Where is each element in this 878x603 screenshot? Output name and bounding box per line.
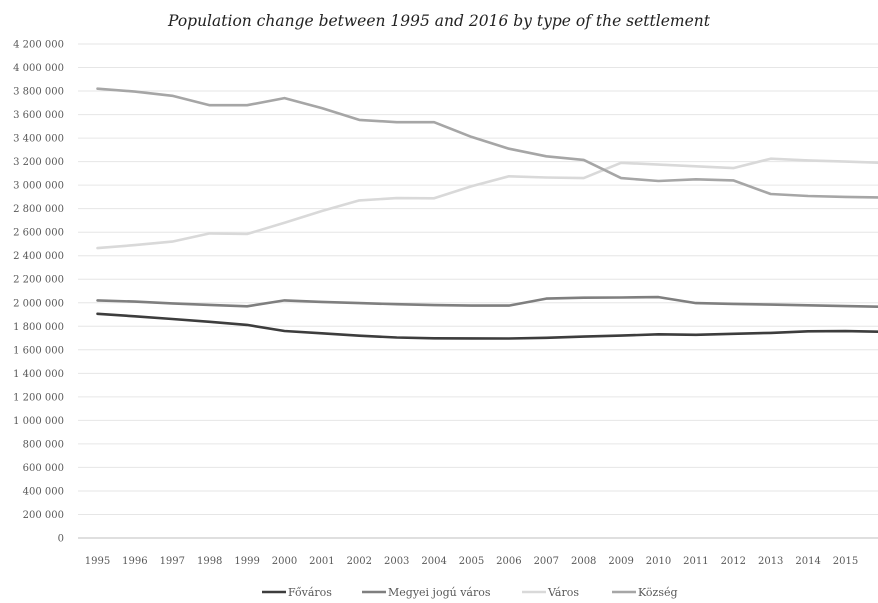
x-tick-label: 2013 — [758, 556, 783, 567]
x-tick-label: 2014 — [795, 556, 820, 567]
chart-title: Population change between 1995 and 2016 … — [167, 12, 711, 30]
y-tick-label: 2 800 000 — [13, 204, 64, 215]
x-tick-label: 2000 — [272, 556, 297, 567]
x-tick-label: 2001 — [309, 556, 334, 567]
x-tick-label: 2007 — [534, 556, 559, 567]
y-tick-label: 3 400 000 — [13, 134, 64, 145]
gridlines — [78, 43, 878, 539]
y-tick-label: 1 400 000 — [13, 369, 64, 380]
series-line-1 — [96, 295, 878, 309]
y-tick-label: 1 200 000 — [13, 392, 64, 403]
x-tick-label: 2004 — [421, 556, 446, 567]
x-tick-label: 2010 — [646, 556, 671, 567]
legend-label: Község — [638, 586, 678, 599]
x-tick-label: 2008 — [571, 556, 596, 567]
y-tick-label: 1 000 000 — [13, 416, 64, 427]
x-axis-tick-labels: 1995 1996 1997 1998 1999 2000 2001 2002 2003 2004… — [85, 556, 858, 567]
x-tick-label: 2012 — [721, 556, 746, 567]
series-line-0 — [96, 312, 878, 340]
series-line-3 — [96, 87, 878, 199]
x-tick-label: 1999 — [234, 556, 259, 567]
y-tick-label: 2 600 000 — [13, 228, 64, 239]
y-tick-label: 3 200 000 — [13, 157, 64, 168]
y-tick-label: 1 800 000 — [13, 322, 64, 333]
x-tick-label: 2009 — [608, 556, 633, 567]
y-tick-label: 600 000 — [23, 463, 64, 474]
y-tick-label: 200 000 — [23, 510, 64, 521]
legend-label: Főváros — [288, 586, 332, 599]
y-tick-label: 400 000 — [23, 486, 64, 497]
y-tick-label: 800 000 — [23, 439, 64, 450]
y-axis-tick-labels: 0 200 000 400 000 600 000 800 000 1 000 000 1 … — [13, 40, 64, 545]
legend-label: Város — [547, 586, 579, 599]
y-tick-label: 0 — [58, 534, 64, 545]
x-tick-label: 1997 — [160, 556, 185, 567]
y-tick-label: 2 200 000 — [13, 275, 64, 286]
x-tick-label: 2005 — [459, 556, 484, 567]
x-tick-label: 2006 — [496, 556, 521, 567]
series-lines — [96, 87, 878, 340]
x-tick-label: 2002 — [347, 556, 372, 567]
y-tick-label: 2 000 000 — [13, 298, 64, 309]
legend-label: Megyei jogú város — [388, 586, 491, 599]
legend: Főváros Megyei jogú város Város Község — [262, 586, 678, 599]
x-tick-label: 2003 — [384, 556, 409, 567]
x-tick-label: 1998 — [197, 556, 222, 567]
y-tick-label: 4 200 000 — [13, 40, 64, 51]
x-tick-label: 1996 — [122, 556, 147, 567]
y-tick-label: 4 000 000 — [13, 63, 64, 74]
x-tick-label: 1995 — [85, 556, 110, 567]
y-tick-label: 3 000 000 — [13, 181, 64, 192]
y-tick-label: 3 600 000 — [13, 110, 64, 121]
series-line-2 — [96, 157, 878, 250]
x-tick-label: 2015 — [833, 556, 858, 567]
y-tick-label: 2 400 000 — [13, 251, 64, 262]
x-tick-label: 2011 — [683, 556, 708, 567]
y-tick-label: 3 800 000 — [13, 87, 64, 98]
y-tick-label: 1 600 000 — [13, 345, 64, 356]
